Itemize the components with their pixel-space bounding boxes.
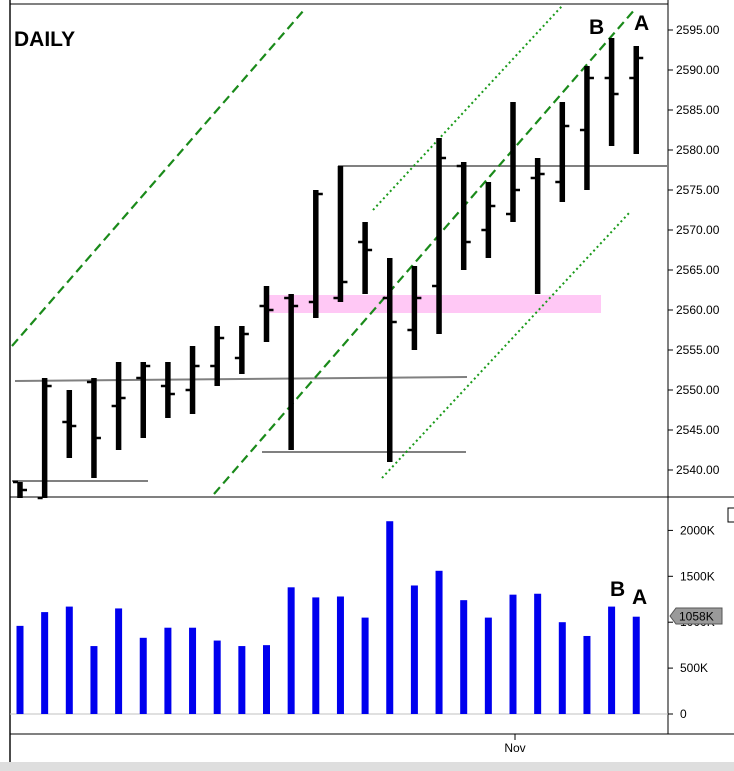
volume-series xyxy=(16,521,640,714)
ohlc-bar xyxy=(579,66,594,190)
ohlc-bar xyxy=(308,190,323,318)
volume-annotation-b: B xyxy=(610,578,625,601)
ohlc-bar xyxy=(136,362,151,438)
volume-bar xyxy=(164,627,172,714)
badge-text: 1058K xyxy=(679,610,714,624)
ohlc-bar xyxy=(481,182,496,258)
ohlc-bar xyxy=(407,266,422,350)
badge-shape xyxy=(669,607,723,625)
ohlc-bar xyxy=(555,102,570,202)
ohlc-bar xyxy=(86,378,101,478)
ohlc-bar xyxy=(382,258,397,462)
ohlc-bar xyxy=(210,326,225,386)
price-axis-label: 2580.00 xyxy=(676,143,720,157)
volume-bar xyxy=(287,587,295,714)
ohlc-bar xyxy=(530,158,545,294)
volume-bar xyxy=(115,608,123,714)
volume-value-badge: 1058K xyxy=(669,607,723,625)
price-axis-label: 2590.00 xyxy=(676,63,720,77)
volume-bar xyxy=(312,597,320,714)
price-annotation-b: B xyxy=(589,16,604,39)
volume-bar xyxy=(484,617,492,714)
ohlc-bar xyxy=(160,362,175,418)
volume-bar xyxy=(410,585,418,714)
price-axis-label: 2550.00 xyxy=(676,383,720,397)
date-tick-label: Nov xyxy=(504,741,525,755)
volume-bar xyxy=(583,635,591,714)
ohlc-series xyxy=(13,38,644,500)
volume-annotation-a: A xyxy=(632,586,647,609)
volume-axis-label: 1500K xyxy=(680,569,715,583)
ohlc-bar xyxy=(456,162,471,270)
price-axis: 2595.00 2590.00 2585.00 2580.00 2575.00 2570.… xyxy=(668,23,720,477)
volume-bar xyxy=(139,637,147,714)
price-axis-label: 2570.00 xyxy=(676,223,720,237)
volume-bar xyxy=(608,606,616,714)
volume-axis-label: 0 xyxy=(680,707,687,721)
support-zone xyxy=(268,295,601,313)
ohlc-bar xyxy=(234,326,249,374)
chart-title: DAILY xyxy=(14,28,75,51)
volume-bar xyxy=(238,646,246,714)
pane-corner-box xyxy=(727,507,734,523)
ohlc-bar xyxy=(358,222,373,294)
volume-bar xyxy=(361,617,369,714)
volume-bar xyxy=(632,616,640,714)
bottom-strip xyxy=(0,762,734,771)
date-axis: Nov xyxy=(504,734,526,755)
ohlc-bar xyxy=(432,138,447,334)
volume-bar xyxy=(534,593,542,714)
volume-bar xyxy=(509,594,517,714)
price-axis-label: 2565.00 xyxy=(676,263,720,277)
price-axis-label: 2555.00 xyxy=(676,343,720,357)
trend-channel-inner-bottom xyxy=(381,211,631,479)
price-axis-label: 2545.00 xyxy=(676,423,720,437)
volume-bar xyxy=(90,646,98,714)
volume-axis-label: 2000K xyxy=(680,523,715,537)
trend-channel-middle xyxy=(213,7,637,495)
volume-bar xyxy=(16,625,24,714)
volume-axis-label: 500K xyxy=(680,661,708,675)
volume-bar xyxy=(65,606,73,714)
volume-bar xyxy=(41,612,49,714)
volume-bar xyxy=(189,627,197,714)
volume-bar xyxy=(435,570,443,714)
volume-bar xyxy=(336,596,344,714)
trend-channel-upper xyxy=(11,9,305,347)
price-axis-label: 2560.00 xyxy=(676,303,720,317)
ohlc-bar xyxy=(629,46,644,154)
volume-bar xyxy=(386,521,394,714)
price-axis-label: 2595.00 xyxy=(676,23,720,37)
price-pane-drawings xyxy=(11,5,668,495)
ohlc-bar xyxy=(284,294,299,450)
price-annotation-a: A xyxy=(634,12,649,35)
volume-bar xyxy=(460,600,468,714)
ohlc-bar xyxy=(13,480,27,498)
ohlc-bar xyxy=(333,166,348,302)
ohlc-bar xyxy=(62,390,77,458)
ohlc-bar xyxy=(259,286,274,342)
ohlc-bar xyxy=(37,378,52,500)
ohlc-bar xyxy=(604,38,619,146)
volume-bar xyxy=(213,640,221,714)
price-axis-label: 2585.00 xyxy=(676,103,720,117)
volume-bar xyxy=(263,645,270,714)
volume-bar xyxy=(558,622,566,714)
ohlc-bar xyxy=(185,346,200,414)
trend-channel-inner-top xyxy=(372,5,563,211)
price-axis-label: 2540.00 xyxy=(676,463,720,477)
ohlc-bar xyxy=(111,362,126,450)
price-axis-label: 2575.00 xyxy=(676,183,720,197)
ohlc-bar xyxy=(506,102,520,222)
